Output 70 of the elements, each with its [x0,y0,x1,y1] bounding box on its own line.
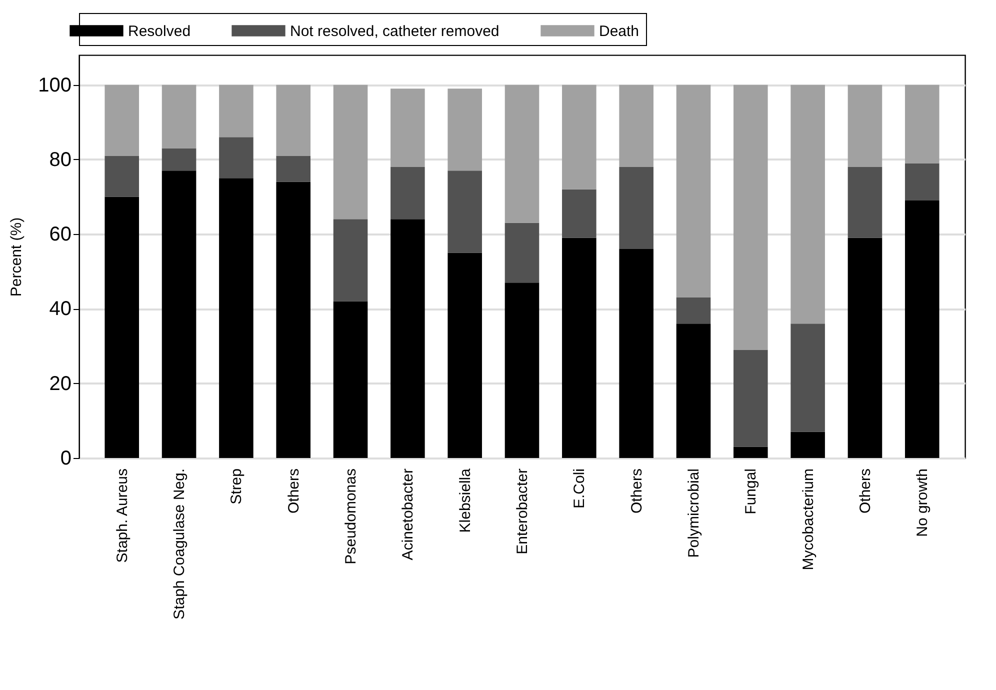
bar [619,166,654,250]
y-axis-title: Percent (%) [8,217,26,297]
bar [504,222,540,283]
bar [733,84,768,350]
y-tick-label: 100 [38,74,72,96]
bar [790,84,825,324]
bar [219,137,254,178]
bar [562,189,596,238]
bar [276,84,311,156]
bar [104,84,140,156]
bar [448,170,482,253]
bar [676,324,711,458]
legend-label: Resolved [128,22,191,40]
bar [162,148,196,171]
x-tick-label: Klebsiella [456,468,474,533]
bar [333,219,368,302]
x-tick-label: Others [285,468,302,514]
bar [390,219,425,458]
bar [448,252,482,458]
bar [276,182,311,458]
x-tick-label: Fungal [742,468,760,514]
bar [562,238,596,458]
x-tick-label: Others [628,468,646,514]
legend-label: Not resolved, catheter removed [290,22,500,40]
bar [619,84,654,167]
x-tick-label: Others [856,468,874,514]
x-tick-label: Acinetobacter [400,468,417,560]
bar [219,84,254,138]
bar [619,249,654,458]
bar [104,196,140,458]
bar [790,324,825,432]
legend-label: Death [599,22,640,40]
bar [562,84,596,190]
y-tick-label: 60 [49,224,72,246]
bar [162,170,196,458]
bar [276,156,311,182]
bar [733,350,768,447]
x-tick-label: No growth [914,468,932,537]
bar [448,88,482,171]
x-tick-label: Staph Coagulase Neg. [171,468,188,620]
bar [848,166,882,238]
bar [104,156,140,197]
bar [162,84,196,148]
y-tick-label: 0 [60,448,72,470]
bar [904,200,940,458]
bar [676,84,711,298]
bar [790,432,825,458]
bar [390,166,425,220]
x-tick-label: Enterobacter [514,468,531,554]
bar [676,298,711,324]
x-tick-label: Staph. Aureus [114,468,131,563]
y-tick-label: 80 [49,148,72,171]
x-tick-label: Mycobacterium [800,468,817,570]
x-tick-label: E.Coli [571,468,588,509]
bar [504,282,540,458]
y-tick-label: 40 [49,298,72,320]
bar [333,301,368,458]
x-tick-label: Strep [228,468,246,504]
bar [904,163,940,201]
bar [848,84,882,167]
x-tick-label: Polymicrobial [685,468,702,558]
bar [219,178,254,458]
bar [848,238,882,458]
y-tick-label: 20 [49,372,72,395]
bar [504,84,540,223]
bar [390,88,425,167]
bar [904,84,940,164]
bar [333,84,368,220]
bar [733,446,768,458]
x-tick-label: Pseudomonas [342,468,360,564]
